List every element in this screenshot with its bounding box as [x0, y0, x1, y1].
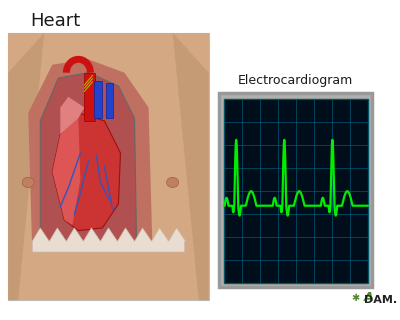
Polygon shape: [52, 113, 120, 231]
Circle shape: [166, 177, 179, 188]
FancyBboxPatch shape: [219, 93, 372, 287]
Text: A: A: [364, 291, 373, 304]
Polygon shape: [52, 118, 80, 225]
Bar: [8, 33, 209, 300]
Circle shape: [22, 177, 34, 188]
Bar: [106, 84, 113, 118]
Polygon shape: [40, 73, 136, 241]
Bar: [94, 81, 102, 118]
Polygon shape: [173, 33, 209, 300]
Bar: [8, 33, 209, 300]
Text: Electrocardiogram: Electrocardiogram: [238, 74, 353, 87]
Text: ✱: ✱: [352, 293, 360, 303]
Polygon shape: [32, 228, 186, 252]
Text: Heart: Heart: [30, 12, 80, 30]
Polygon shape: [60, 97, 84, 134]
Polygon shape: [28, 59, 152, 252]
Polygon shape: [8, 33, 44, 300]
Text: DAM.: DAM.: [364, 295, 397, 305]
Bar: [224, 100, 368, 283]
Bar: [84, 73, 96, 121]
